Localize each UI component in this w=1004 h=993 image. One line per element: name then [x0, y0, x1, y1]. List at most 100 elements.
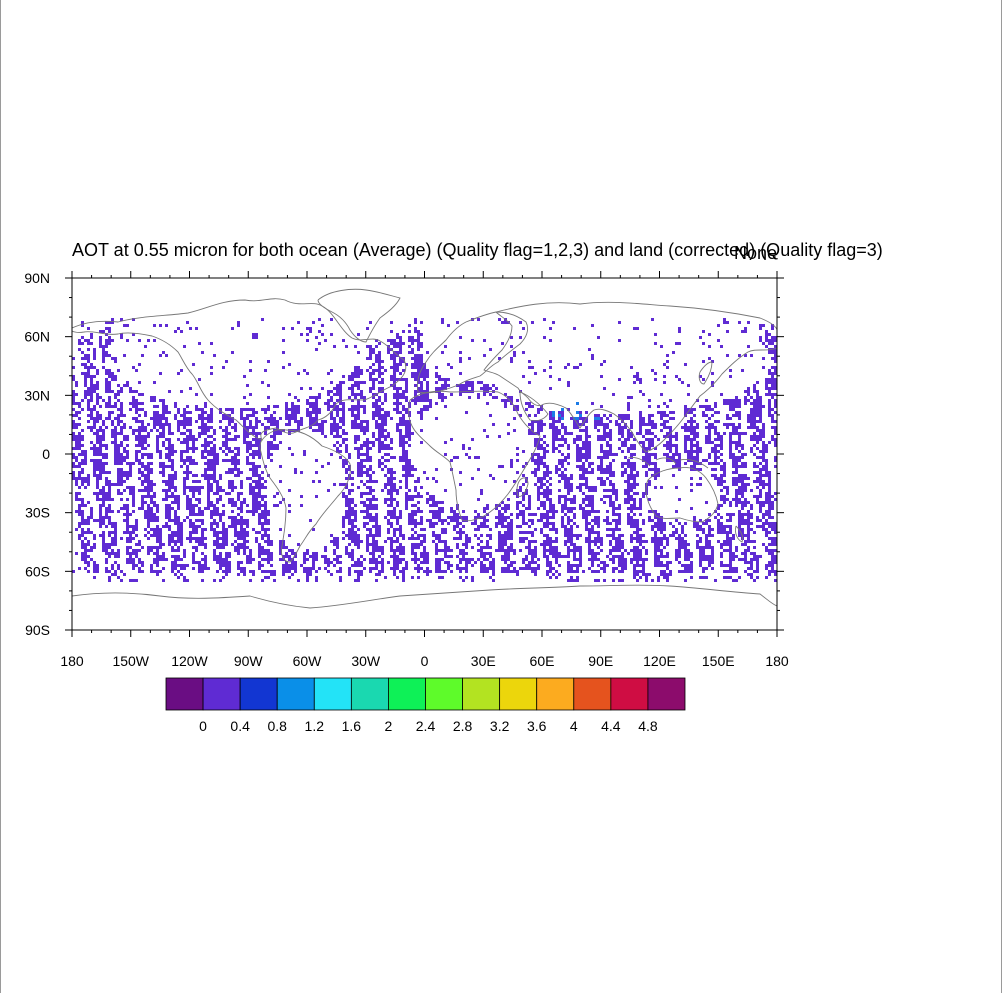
aot-retrieval-cell [342, 423, 345, 426]
aot-retrieval-cell [207, 435, 210, 438]
aot-retrieval-cell [546, 480, 549, 483]
aot-retrieval-cell [132, 537, 135, 540]
aot-retrieval-cell [684, 411, 687, 414]
aot-retrieval-cell [219, 519, 222, 522]
aot-retrieval-cell [408, 444, 411, 447]
aot-retrieval-cell [507, 522, 510, 525]
aot-retrieval-cell [420, 333, 423, 336]
aot-retrieval-cell [432, 534, 435, 537]
aot-retrieval-cell [129, 462, 132, 465]
aot-retrieval-cell [546, 534, 549, 537]
aot-retrieval-cell [693, 420, 696, 423]
aot-retrieval-cell [156, 447, 159, 450]
aot-retrieval-cell [405, 441, 408, 444]
aot-retrieval-cell [459, 393, 462, 396]
aot-retrieval-cell [84, 354, 87, 357]
aot-retrieval-cell [564, 366, 567, 369]
aot-retrieval-cell [396, 378, 399, 381]
aot-retrieval-cell [534, 459, 537, 462]
aot-retrieval-cell [180, 528, 183, 531]
aot-retrieval-cell [84, 519, 87, 522]
aot-retrieval-cell [213, 474, 216, 477]
aot-retrieval-cell [747, 345, 750, 348]
aot-retrieval-cell [75, 456, 78, 459]
aot-retrieval-cell [375, 522, 378, 525]
aot-retrieval-cell [204, 471, 207, 474]
aot-retrieval-cell [99, 414, 102, 417]
aot-retrieval-cell [231, 411, 234, 414]
aot-retrieval-cell [240, 537, 243, 540]
aot-retrieval-cell [369, 528, 372, 531]
aot-retrieval-cell [174, 501, 177, 504]
aot-retrieval-cell [564, 501, 567, 504]
aot-retrieval-cell [504, 510, 507, 513]
aot-retrieval-cell [579, 423, 582, 426]
aot-retrieval-cell [141, 423, 144, 426]
aot-retrieval-cell [516, 525, 519, 528]
aot-retrieval-cell [387, 492, 390, 495]
aot-retrieval-cell [255, 423, 258, 426]
aot-retrieval-cell [162, 417, 165, 420]
aot-retrieval-cell [96, 486, 99, 489]
aot-retrieval-cell [762, 486, 765, 489]
aot-retrieval-cell [300, 333, 303, 336]
aot-retrieval-cell [654, 534, 657, 537]
aot-retrieval-cell [714, 474, 717, 477]
aot-retrieval-cell [543, 450, 546, 453]
aot-retrieval-cell [747, 510, 750, 513]
aot-retrieval-cell [261, 534, 264, 537]
aot-retrieval-cell [126, 477, 129, 480]
aot-retrieval-cell [369, 456, 372, 459]
aot-retrieval-cell [348, 522, 351, 525]
aot-retrieval-cell [234, 474, 237, 477]
aot-retrieval-cell [150, 453, 153, 456]
aot-retrieval-cell [342, 459, 345, 462]
aot-retrieval-cell [354, 417, 357, 420]
aot-retrieval-cell [138, 438, 141, 441]
aot-retrieval-cell [246, 504, 249, 507]
aot-retrieval-cell [393, 498, 396, 501]
aot-retrieval-cell [402, 456, 405, 459]
aot-retrieval-cell [450, 519, 453, 522]
aot-retrieval-cell [189, 486, 192, 489]
aot-retrieval-cell [129, 537, 132, 540]
aot-retrieval-cell [597, 516, 600, 519]
aot-retrieval-cell [747, 534, 750, 537]
aot-retrieval-cell [630, 420, 633, 423]
aot-retrieval-cell [588, 537, 591, 540]
aot-retrieval-cell [462, 447, 465, 450]
aot-retrieval-cell [204, 444, 207, 447]
aot-retrieval-cell [138, 408, 141, 411]
aot-retrieval-cell [150, 519, 153, 522]
aot-retrieval-cell [402, 396, 405, 399]
aot-retrieval-cell [267, 420, 270, 423]
aot-retrieval-cell [771, 426, 774, 429]
aot-retrieval-cell [363, 522, 366, 525]
aot-retrieval-cell [258, 489, 261, 492]
aot-retrieval-cell [159, 534, 162, 537]
aot-retrieval-cell [177, 516, 180, 519]
aot-retrieval-cell [591, 531, 594, 534]
aot-retrieval-cell [147, 483, 150, 486]
aot-retrieval-cell [498, 504, 501, 507]
aot-retrieval-cell [750, 438, 753, 441]
aot-retrieval-cell [84, 462, 87, 465]
aot-retrieval-cell [231, 498, 234, 501]
aot-retrieval-cell [438, 519, 441, 522]
aot-retrieval-cell [669, 447, 672, 450]
aot-retrieval-cell [690, 408, 693, 411]
aot-retrieval-cell [699, 447, 702, 450]
aot-retrieval-cell [177, 537, 180, 540]
aot-retrieval-cell [639, 501, 642, 504]
aot-retrieval-cell [759, 417, 762, 420]
aot-retrieval-cell [540, 462, 543, 465]
aot-retrieval-cell [666, 366, 669, 369]
aot-retrieval-cell [762, 342, 765, 345]
aot-retrieval-cell [369, 372, 372, 375]
aot-retrieval-cell [426, 390, 429, 393]
aot-retrieval-cell [186, 498, 189, 501]
aot-retrieval-cell [417, 510, 420, 513]
aot-retrieval-cell [762, 447, 765, 450]
aot-retrieval-cell [357, 402, 360, 405]
aot-retrieval-cell [219, 513, 222, 516]
